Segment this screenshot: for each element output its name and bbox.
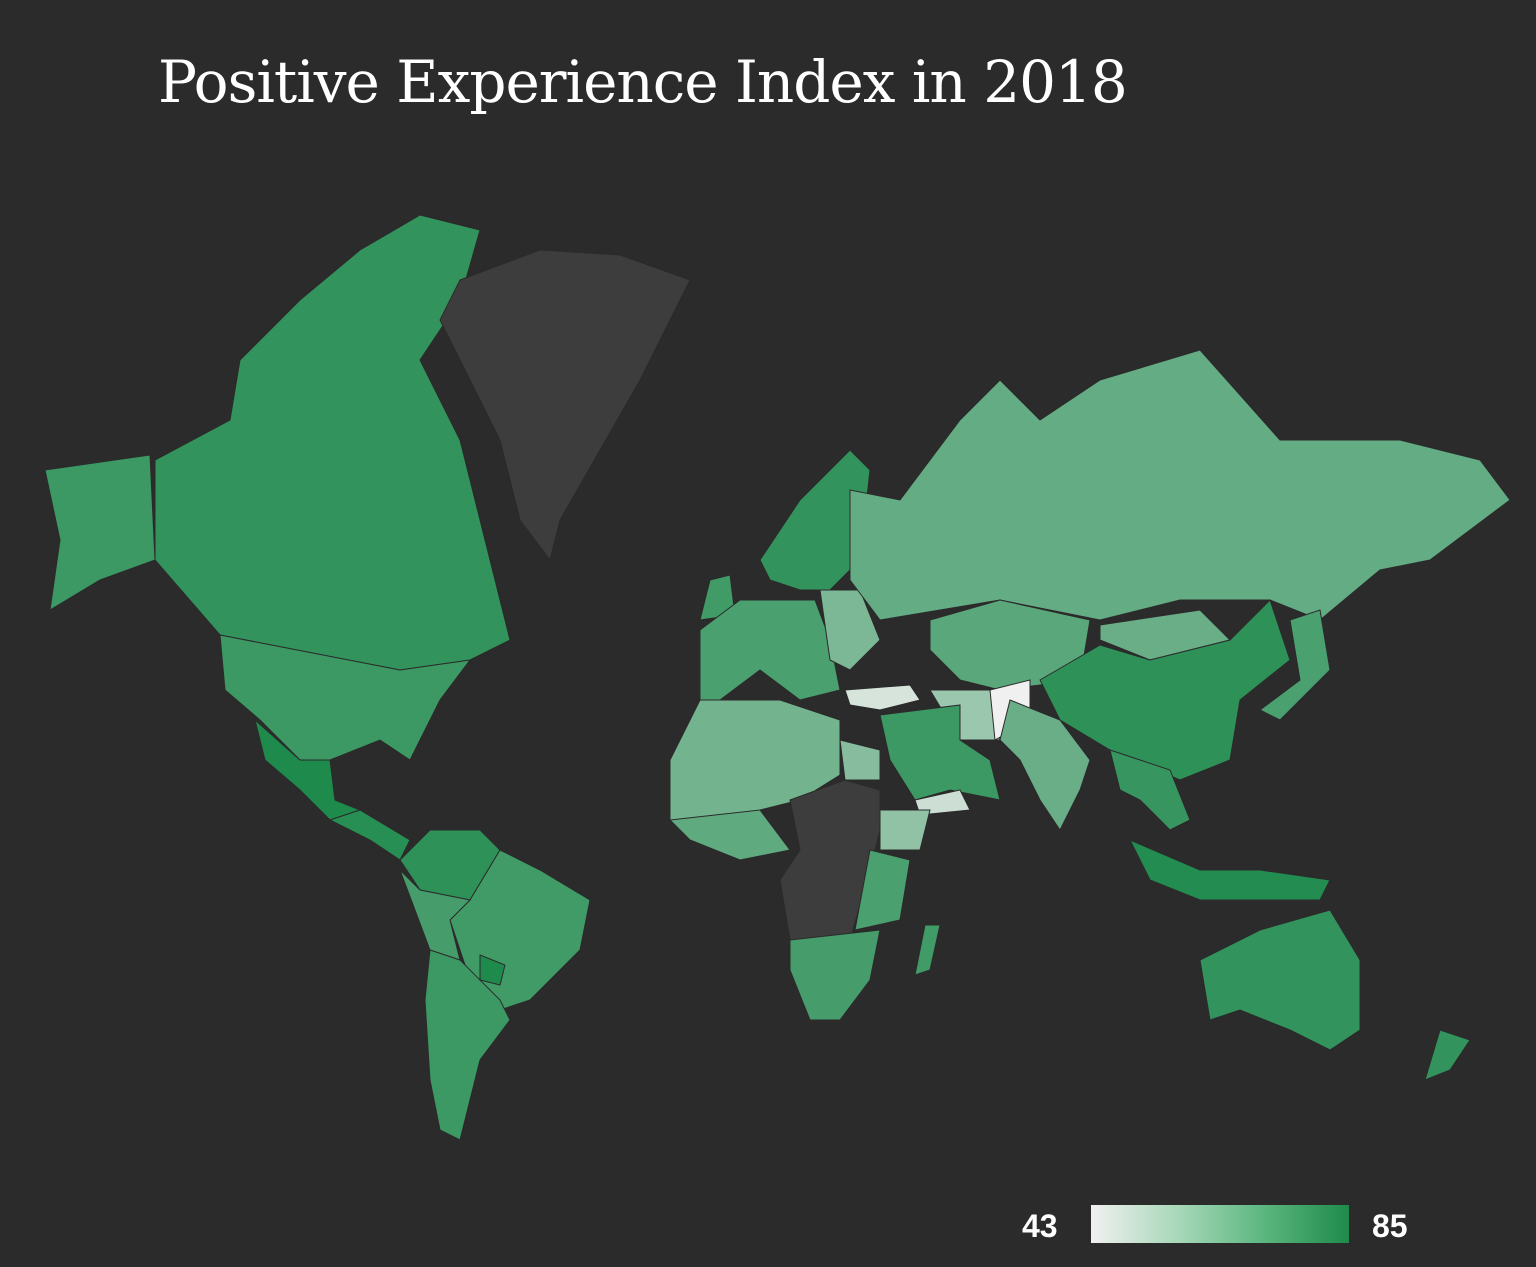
region-india[interactable]: India: 70	[999, 699, 1091, 831]
region-new-zealand[interactable]: New Zealand: 81	[1424, 1029, 1471, 1081]
region-central-america[interactable]: Central America: 83	[328, 809, 411, 861]
region-ethiopia[interactable]: Ethiopia: 62	[879, 809, 931, 851]
region-usa[interactable]: United States: 79	[219, 634, 472, 761]
region-southeast-asia[interactable]: Southeast Asia: 80	[1109, 749, 1191, 831]
region-russia[interactable]: Russia: 71	[849, 349, 1511, 621]
region-paraguay[interactable]: Paraguay: 85	[479, 954, 506, 986]
region-west-africa[interactable]: West Africa: 72	[668, 809, 791, 861]
legend-max-label: 85	[1372, 1208, 1408, 1244]
region-japan[interactable]: Japan: 76	[1259, 609, 1331, 721]
chart-title: Positive Experience Index in 2018	[158, 48, 1128, 116]
legend-color-bar	[1091, 1205, 1349, 1243]
region-egypt[interactable]: Egypt: 64	[839, 739, 881, 781]
region-australia[interactable]: Australia: 81	[1199, 909, 1361, 1051]
region-greenland[interactable]: Greenland	[439, 249, 691, 562]
region-alaska[interactable]: United States (Alaska): 79	[44, 454, 156, 611]
region-turkey[interactable]: Turkey: 48	[844, 684, 921, 711]
region-canada[interactable]: Canada: 81	[154, 214, 511, 671]
region-madagascar[interactable]: Madagascar: 78	[914, 924, 941, 976]
region-southern-africa[interactable]: Southern Africa: 77	[789, 929, 881, 1021]
region-argentina-chile[interactable]: Argentina / Chile: 79	[424, 949, 511, 1141]
region-western-europe[interactable]: Western Europe: 76	[699, 599, 841, 701]
region-china[interactable]: China: 82	[1039, 599, 1291, 781]
region-east-africa[interactable]: East Africa: 76	[854, 849, 911, 931]
region-eastern-europe[interactable]: Eastern Europe: 66	[819, 589, 881, 671]
legend-min-label: 43	[1022, 1208, 1058, 1244]
region-indonesia[interactable]: Indonesia: 84	[1128, 839, 1331, 901]
region-central-asia[interactable]: Kazakhstan / Central Asia: 73	[929, 599, 1091, 691]
region-saudi-arabia[interactable]: Middle East: 79	[879, 704, 1001, 801]
